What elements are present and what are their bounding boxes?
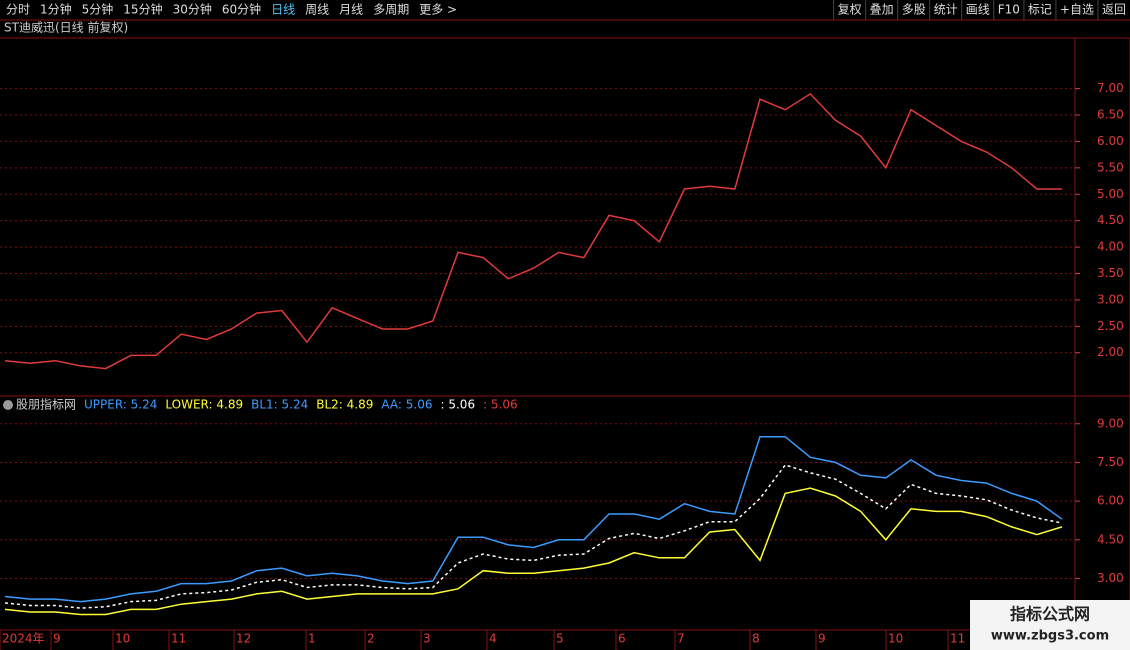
legend-entry: LOWER: 4.89 [165,398,243,412]
toolbar-button[interactable]: 复权 [838,3,862,17]
x-tick-label: 7 [677,632,685,646]
x-tick-label: 2 [367,632,375,646]
series-line [4,464,1063,609]
x-tick-label: 9 [818,632,826,646]
y-tick-label: 6.50 [1097,108,1124,122]
y-tick-label: 5.00 [1097,187,1124,201]
x-tick-label: 10 [888,632,903,646]
toolbar-button[interactable]: 多周期 [373,3,409,17]
y-tick-label: 4.50 [1097,213,1124,227]
indicator-title: 股朋指标网 [16,397,76,412]
watermark-title: 指标公式网 [1010,605,1090,624]
toolbar-button[interactable]: 5分钟 [82,2,114,17]
toolbar-button[interactable]: 日线 [271,3,295,17]
legend-entry: AA: 5.06 [381,398,432,412]
y-tick-label: 9.00 [1097,416,1124,430]
toolbar-button[interactable]: 多股 [902,3,926,17]
toolbar-button[interactable]: 叠加 [870,3,894,17]
toolbar-button[interactable]: 标记 [1028,3,1052,17]
x-tick-label: 3 [423,632,431,646]
x-tick-label: 5 [556,632,564,646]
toolbar-button[interactable]: F10 [998,3,1020,17]
y-tick-label: 7.00 [1097,81,1124,95]
legend-entry: BL1: 5.24 [251,398,308,412]
y-tick-label: 5.50 [1097,160,1124,174]
toolbar-button[interactable]: 60分钟 [222,2,261,17]
x-tick-label: 6 [618,632,626,646]
series-line [4,92,1062,370]
toolbar-button[interactable]: 分时 [6,3,30,17]
watermark-url: www.zbgs3.com [991,629,1109,644]
series-line [4,487,1063,616]
main-title: ST迪威迅(日线 前复权) [4,20,128,35]
x-tick-label: 11 [950,632,965,646]
toolbar-button[interactable]: 统计 [934,3,958,17]
watermark-box [970,600,1130,650]
x-tick-label: 9 [53,632,61,646]
legend-entry: : 5.06 [441,398,476,412]
x-tick-label: 12 [236,632,251,646]
toolbar-button[interactable]: 画线 [966,3,990,17]
toolbar-button[interactable]: 1分钟 [40,2,72,17]
y-tick-label: 3.00 [1097,571,1124,585]
y-tick-label: 2.50 [1097,319,1124,333]
legend-entry: BL2: 4.89 [316,398,373,412]
y-tick-label: 6.00 [1097,494,1124,508]
x-tick-label: 4 [489,632,497,646]
legend-entry: UPPER: 5.24 [84,398,157,412]
y-tick-label: 3.50 [1097,266,1124,280]
y-tick-label: 4.00 [1097,240,1124,254]
y-tick-label: 6.00 [1097,134,1124,148]
y-tick-label: 3.00 [1097,292,1124,306]
x-tick-label: 2024年 [2,632,45,646]
toolbar-button[interactable]: 15分钟 [123,2,162,17]
x-tick-label: 10 [115,632,130,646]
x-tick-label: 8 [752,632,760,646]
x-tick-label: 1 [308,632,316,646]
toolbar-button[interactable]: 返回 [1102,3,1126,17]
toolbar-button[interactable]: 月线 [339,3,363,17]
y-tick-label: 4.50 [1097,532,1124,546]
series-line [4,435,1063,603]
indicator-icon[interactable] [3,400,13,410]
toolbar-button[interactable]: 30分钟 [173,2,212,17]
toolbar-button[interactable]: 周线 [305,3,329,17]
toolbar-button[interactable]: +自选 [1060,3,1094,17]
y-tick-label: 7.50 [1097,455,1124,469]
y-tick-label: 2.00 [1097,345,1124,359]
x-tick-label: 11 [171,632,186,646]
toolbar-button[interactable]: 更多 > [419,3,457,17]
legend-entry: : 5.06 [483,398,518,412]
